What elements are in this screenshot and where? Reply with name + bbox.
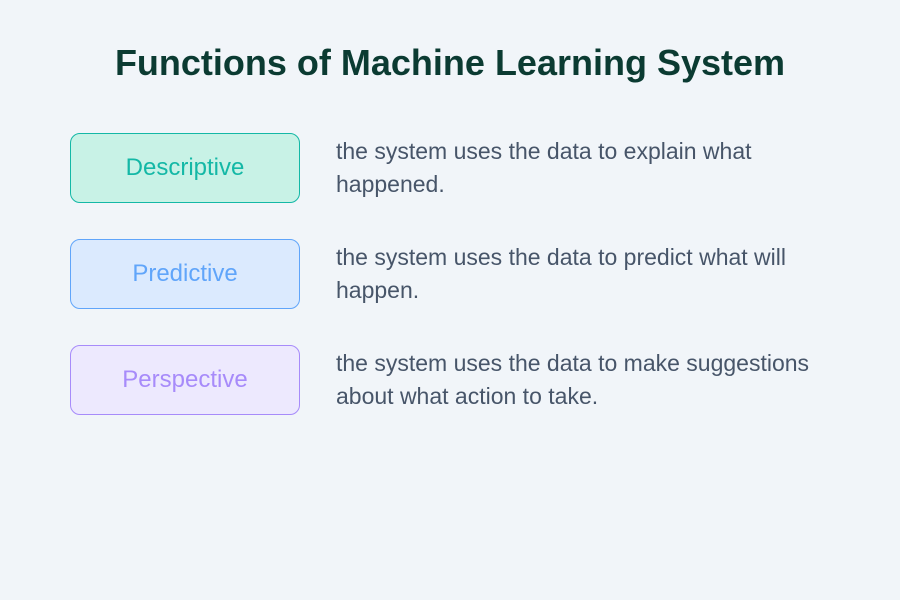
perspective-badge: Perspective [70,345,300,415]
function-list: Descriptive the system uses the data to … [60,133,840,415]
function-row: Descriptive the system uses the data to … [70,133,830,203]
perspective-description: the system uses the data to make suggest… [336,347,830,414]
function-row: Perspective the system uses the data to … [70,345,830,415]
descriptive-badge: Descriptive [70,133,300,203]
page-title: Functions of Machine Learning System [60,40,840,85]
descriptive-description: the system uses the data to explain what… [336,135,830,202]
predictive-description: the system uses the data to predict what… [336,241,830,308]
function-row: Predictive the system uses the data to p… [70,239,830,309]
predictive-badge: Predictive [70,239,300,309]
